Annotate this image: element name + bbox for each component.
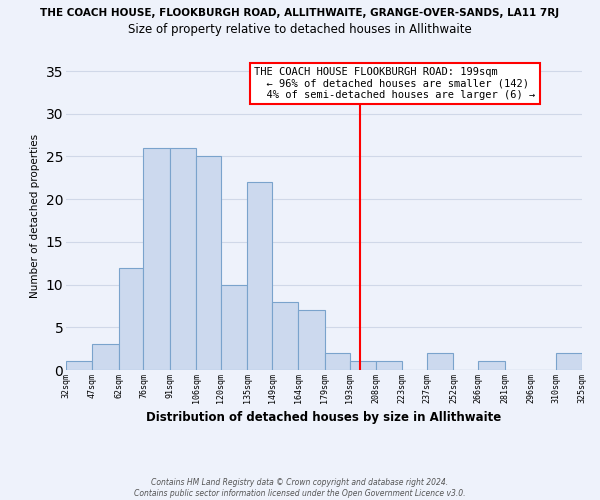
Bar <box>427 353 454 370</box>
Bar <box>350 362 376 370</box>
Bar <box>325 353 350 370</box>
Bar <box>298 310 325 370</box>
Bar <box>119 268 143 370</box>
Text: Contains HM Land Registry data © Crown copyright and database right 2024.
Contai: Contains HM Land Registry data © Crown c… <box>134 478 466 498</box>
Bar <box>376 362 403 370</box>
Bar <box>92 344 119 370</box>
Bar <box>556 353 582 370</box>
Text: THE COACH HOUSE, FLOOKBURGH ROAD, ALLITHWAITE, GRANGE-OVER-SANDS, LA11 7RJ: THE COACH HOUSE, FLOOKBURGH ROAD, ALLITH… <box>40 8 560 18</box>
X-axis label: Distribution of detached houses by size in Allithwaite: Distribution of detached houses by size … <box>146 411 502 424</box>
Text: Size of property relative to detached houses in Allithwaite: Size of property relative to detached ho… <box>128 22 472 36</box>
Bar <box>196 156 221 370</box>
Bar <box>170 148 196 370</box>
Y-axis label: Number of detached properties: Number of detached properties <box>30 134 40 298</box>
Bar <box>66 362 92 370</box>
Bar <box>247 182 272 370</box>
Bar <box>478 362 505 370</box>
Text: THE COACH HOUSE FLOOKBURGH ROAD: 199sqm
  ← 96% of detached houses are smaller (: THE COACH HOUSE FLOOKBURGH ROAD: 199sqm … <box>254 67 536 100</box>
Bar <box>221 284 247 370</box>
Bar <box>272 302 298 370</box>
Bar <box>143 148 170 370</box>
